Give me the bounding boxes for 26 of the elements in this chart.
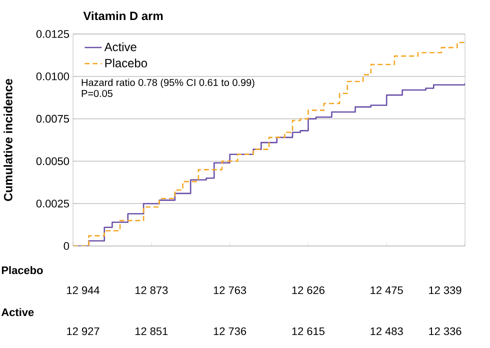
text: 12 736 bbox=[214, 327, 246, 336]
text: 12 873 bbox=[135, 286, 168, 294]
text: 12 626 bbox=[292, 286, 324, 294]
text: Placebo bbox=[2, 266, 43, 274]
text: 12 475 bbox=[370, 286, 403, 294]
y-tick-label: 0.0075 bbox=[36, 114, 70, 123]
legend-label: Active bbox=[104, 42, 136, 52]
y-axis-title: Cumulative incidence bbox=[4, 78, 12, 201]
text: 12 483 bbox=[370, 327, 403, 336]
text: Active bbox=[1, 308, 34, 316]
text: 12 927 bbox=[67, 327, 100, 336]
legend-label: Placebo bbox=[105, 58, 148, 68]
chart-title: Vitamin D arm bbox=[83, 11, 163, 20]
text: 12 851 bbox=[135, 327, 168, 336]
y-tick-label: 0 bbox=[64, 242, 70, 250]
text: 12 336 bbox=[429, 327, 462, 336]
annotation: Hazard ratio 0.78 (95% CI 0.61 to 0.99) bbox=[82, 78, 254, 88]
y-tick-label: 0.0100 bbox=[36, 72, 70, 80]
y-tick-label: 0.0050 bbox=[36, 157, 70, 166]
annotation: P=0.05 bbox=[82, 90, 112, 97]
text: 12 944 bbox=[67, 286, 100, 294]
text: 12 615 bbox=[292, 327, 324, 336]
text: 12 339 bbox=[429, 286, 462, 294]
y-tick-label: 0.0125 bbox=[36, 30, 70, 38]
text: 12 763 bbox=[214, 286, 246, 294]
y-tick-label: 0.0025 bbox=[36, 200, 70, 208]
